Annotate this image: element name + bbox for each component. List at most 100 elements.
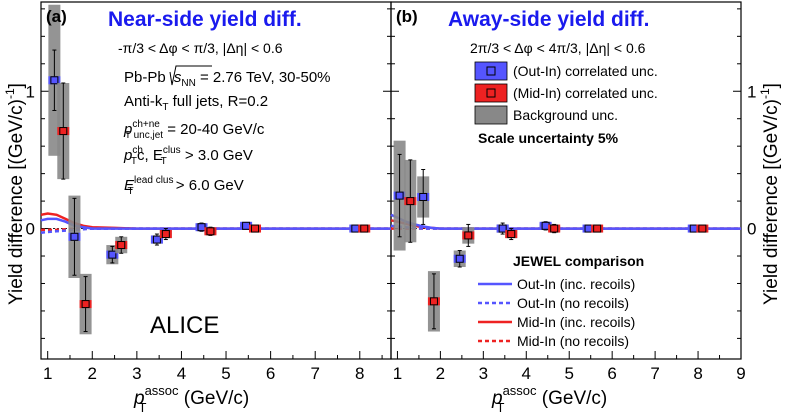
legend-swatch-out-in [474,61,508,81]
mid-in-correlated-unc-box [427,297,440,306]
y-axis-title-right: Yield difference [(GeV/c)-1] [758,83,782,305]
mid-in-data-point [593,224,602,233]
x-tick-label: 9 [736,364,745,383]
mid-in-data-point [507,230,516,239]
mid-in-data-point [429,297,438,306]
sqrt-sign [169,65,212,86]
y-tick-label-right: 1 [747,82,756,101]
out-in-correlated-unc-box [240,221,253,230]
y-tick-label-left: 1 [26,82,35,101]
mid-in-correlated-unc-box [57,127,70,136]
jewel-label-mid-no: Mid-In (no recoils) [517,333,629,349]
out-in-data-point [50,76,59,85]
jewel-legend-title: JEWEL comparison [513,253,644,269]
out-in-correlated-unc-box [453,254,466,263]
panel-b-title: Away-side yield diff. [448,8,650,31]
mid-in-data-point [81,300,90,309]
x-tick-label: 1 [393,364,402,383]
mid-in-data-point [464,231,473,240]
y-tick-label-left: 0 [26,220,35,239]
scale-uncertainty-note: Scale uncertainty 5% [478,130,619,146]
mid-in-correlated-unc-box [249,224,262,233]
out-in-correlated-unc-box [496,224,509,233]
out-in-correlated-unc-box [349,224,362,233]
jewel-mid-in-no-recoils-curve [41,227,391,232]
legend-marker-out-in [486,66,496,76]
mid-in-correlated-unc-box [159,230,172,239]
out-in-correlated-unc-box [539,221,552,230]
jewel-label-out-no: Out-In (no recoils) [517,295,629,311]
mid-in-correlated-unc-box [696,224,709,233]
alice-label: ALICE [150,312,219,339]
mid-in-data-point [360,224,369,233]
out-in-correlated-unc-box [48,76,61,85]
out-in-data-point [395,191,404,200]
out-in-correlated-unc-box [417,192,430,201]
mid-in-data-point [698,224,707,233]
x-tick-label: 3 [132,364,141,383]
mid-in-correlated-unc-box [204,227,217,236]
info-line-collision: Pb-Pb sNN = 2.76 TeV, 30-50% [124,69,331,89]
info-line-track-cut: pch Tc, Eclus T > 3.0 GeV [123,145,253,167]
out-in-correlated-unc-box [195,223,208,232]
mid-in-correlated-unc-box [548,224,561,233]
panel-b-subtitle: 2π/3 < Δφ < 4π/3, |Δη| < 0.6 [470,40,646,56]
jewel-label-out-inc: Out-In (inc. recoils) [517,276,635,292]
mid-in-correlated-unc-box [79,300,92,309]
legend-swatch-background [474,105,508,125]
jewel-label-mid-inc: Mid-In (inc. recoils) [517,314,635,330]
legend-jewel: JEWEL comparison Out-In (inc. recoils) O… [478,253,644,349]
panel-a-subtitle: -π/3 < Δφ < π/3, |Δη| < 0.6 [118,40,283,56]
legend-label-background: Background unc. [513,107,618,123]
x-axis-title-b: passoc T (GeV/c) [491,383,607,415]
info-box: Pb-Pb sNN = 2.76 TeV, 30-50% Anti-kT ful… [123,65,331,197]
legend-label-mid-in: (Mid-In) correlated unc. [513,85,658,101]
out-in-data-point [455,254,464,263]
mid-in-correlated-unc-box [404,197,417,206]
mid-in-correlated-unc-box [358,224,371,233]
x-tick-label: 8 [693,364,702,383]
x-tick-label: 4 [522,364,531,383]
jewel-out-in-no-recoils-curve [40,227,391,234]
x-tick-label: 2 [436,364,445,383]
jewel-mid-in-inc-recoils-curve [40,212,391,230]
x-tick-label: 5 [564,364,573,383]
y-axis-title-left: Yield difference [(GeV/c)-1] [3,83,27,305]
jewel-out-in-inc-recoils-curve [40,217,391,230]
x-tick-label: 1 [43,364,52,383]
panel-a-title: Near-side yield diff. [108,8,302,31]
x-tick-label: 7 [650,364,659,383]
info-line-jet-pt: pch+ne T unc,jet = 20-40 GeV/c [123,119,265,141]
out-in-data-point [197,223,206,232]
legend-uncertainties: (Out-In) correlated unc. (Mid-In) correl… [474,61,658,146]
out-in-data-point [152,235,161,244]
out-in-correlated-unc-box [393,191,406,200]
mid-in-data-point [161,230,170,239]
x-tick-label: 4 [177,364,186,383]
mid-in-data-point [406,197,415,206]
out-in-data-point [70,232,79,241]
panel-a-plot: 1 2 3 4 5 6 7 8 0 1 [26,4,391,383]
legend-swatch-mid-in [474,83,508,103]
x-axis-title-a: passoc T (GeV/c) [133,383,249,415]
out-in-correlated-unc-box [68,232,81,241]
out-in-correlated-unc-box [687,224,700,233]
info-line-jets: Anti-kT full jets, R=0.2 [124,93,268,113]
x-tick-label: 5 [221,364,230,383]
mid-in-data-point [550,224,559,233]
panel-a-tag: (a) [46,7,67,26]
y-tick-label-right: 0 [747,220,756,239]
mid-in-data-point [206,227,215,236]
x-tick-label: 7 [310,364,319,383]
out-in-data-point [498,224,507,233]
legend-label-out-in: (Out-In) correlated unc. [513,63,658,79]
x-tick-label: 8 [355,364,364,383]
mid-in-data-point [117,241,126,250]
out-in-correlated-unc-box [106,250,119,259]
x-tick-label: 6 [266,364,275,383]
mid-in-data-point [59,127,68,136]
mid-in-correlated-unc-box [462,231,475,240]
mid-in-correlated-unc-box [591,224,604,233]
x-tick-label: 2 [88,364,97,383]
